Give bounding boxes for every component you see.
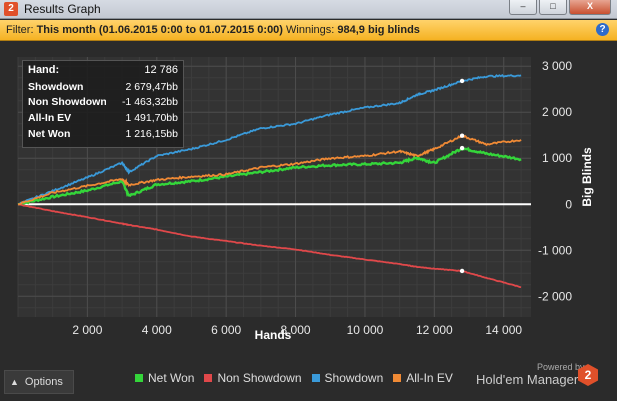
- x-axis-label: Hands: [255, 328, 292, 342]
- powered-by-text: Powered by: [537, 362, 585, 372]
- stat-row-net-won: Net Won 1 216,15bb: [28, 128, 180, 143]
- legend-item-non-showdown[interactable]: Non Showdown: [204, 370, 302, 386]
- x-tick-label: 8 000: [281, 323, 311, 337]
- series-line-all-in-ev: [17, 134, 522, 206]
- y-tick-label: 1 000: [542, 151, 572, 165]
- legend-swatch: [393, 374, 402, 382]
- data-point-marker: [459, 78, 465, 84]
- y-tick-label: -2 000: [538, 289, 572, 303]
- x-tick-label: 2 000: [72, 323, 102, 337]
- stats-panel: Hand: 12 786 Showdown 2 679,47bb Non Sho…: [22, 60, 184, 148]
- data-point-marker: [459, 145, 465, 151]
- options-button[interactable]: ▲ Options: [4, 370, 74, 394]
- help-icon[interactable]: ?: [596, 23, 609, 36]
- x-tick-label: 14 000: [485, 323, 522, 337]
- series-line-non-showdown: [17, 203, 522, 288]
- chart-legend: Net Won Non Showdown Showdown All-In EV: [135, 370, 453, 386]
- filter-bar[interactable]: Filter: This month (01.06.2015 0:00 to 0…: [0, 20, 617, 41]
- x-tick-label: 12 000: [416, 323, 453, 337]
- stat-value: 1 216,15bb: [125, 128, 178, 140]
- legend-swatch: [204, 374, 213, 382]
- options-label: Options: [24, 376, 63, 388]
- x-tick-label: 6 000: [211, 323, 241, 337]
- window-controls: – □ X: [509, 0, 611, 16]
- stat-row-hand: Hand: 12 786: [28, 64, 180, 79]
- results-chart[interactable]: 2 000 4 000 6 000 8 000 10 000 12 000 14 000 3…: [0, 41, 617, 364]
- legend-label: Showdown: [324, 371, 384, 385]
- legend-item-all-in-ev[interactable]: All-In EV: [393, 370, 453, 386]
- stat-row-all-in-ev: All-In EV 1 491,70bb: [28, 112, 180, 127]
- close-button[interactable]: X: [569, 0, 611, 15]
- filter-label: Filter:: [6, 24, 34, 36]
- y-tick-label: 3 000: [542, 59, 572, 73]
- minimize-button[interactable]: –: [509, 0, 537, 15]
- x-tick-label: 10 000: [347, 323, 384, 337]
- legend-item-showdown[interactable]: Showdown: [311, 370, 384, 386]
- winnings-value: 984,9 big blinds: [337, 24, 420, 36]
- filter-text: Filter: This month (01.06.2015 0:00 to 0…: [6, 20, 420, 40]
- stat-label: Hand:: [28, 64, 60, 76]
- series-line-showdown: [17, 74, 522, 206]
- x-tick-label: 4 000: [142, 323, 172, 337]
- stat-value: 12 786: [144, 64, 178, 76]
- stat-label: Showdown: [28, 81, 84, 93]
- stat-value: 1 491,70bb: [125, 112, 178, 124]
- y-tick-label: -1 000: [538, 243, 572, 257]
- legend-item-net-won[interactable]: Net Won: [135, 370, 194, 386]
- legend-label: All-In EV: [406, 371, 453, 385]
- data-point-marker: [459, 268, 465, 274]
- stat-value: -1 463,32bb: [121, 96, 178, 108]
- window-title: Results Graph: [24, 2, 101, 16]
- series-line-net-won: [17, 146, 522, 206]
- stat-label: All-In EV: [28, 112, 72, 124]
- legend-swatch: [135, 374, 143, 382]
- y-axis-label: Big Blinds: [580, 147, 594, 207]
- stat-row-non-showdown: Non Showdown -1 463,32bb: [28, 96, 180, 111]
- legend-label: Net Won: [148, 371, 195, 385]
- brand-name: Hold'em Manager: [476, 372, 579, 387]
- filter-period: This month (01.06.2015 0:00 to 01.07.201…: [36, 24, 283, 36]
- maximize-button[interactable]: □: [539, 0, 567, 15]
- stat-label: Non Showdown: [28, 96, 106, 108]
- stat-label: Net Won: [28, 128, 71, 140]
- legend-swatch: [311, 374, 320, 382]
- brand-logo-icon: 2: [578, 364, 598, 386]
- y-tick-label: 0: [565, 197, 572, 211]
- title-bar: 2 Results Graph – □ X: [0, 0, 617, 19]
- data-point-marker: [459, 133, 465, 138]
- y-tick-label: 2 000: [542, 105, 572, 119]
- chevron-up-icon: ▲: [10, 377, 19, 387]
- winnings-label: Winnings:: [286, 24, 335, 36]
- bottom-bar: ▲ Options Net Won Non Showdown Showdown A…: [0, 362, 617, 401]
- stat-row-showdown: Showdown 2 679,47bb: [28, 81, 180, 96]
- app-logo-icon: 2: [4, 2, 18, 16]
- legend-label: Non Showdown: [217, 371, 302, 385]
- stat-value: 2 679,47bb: [125, 81, 178, 93]
